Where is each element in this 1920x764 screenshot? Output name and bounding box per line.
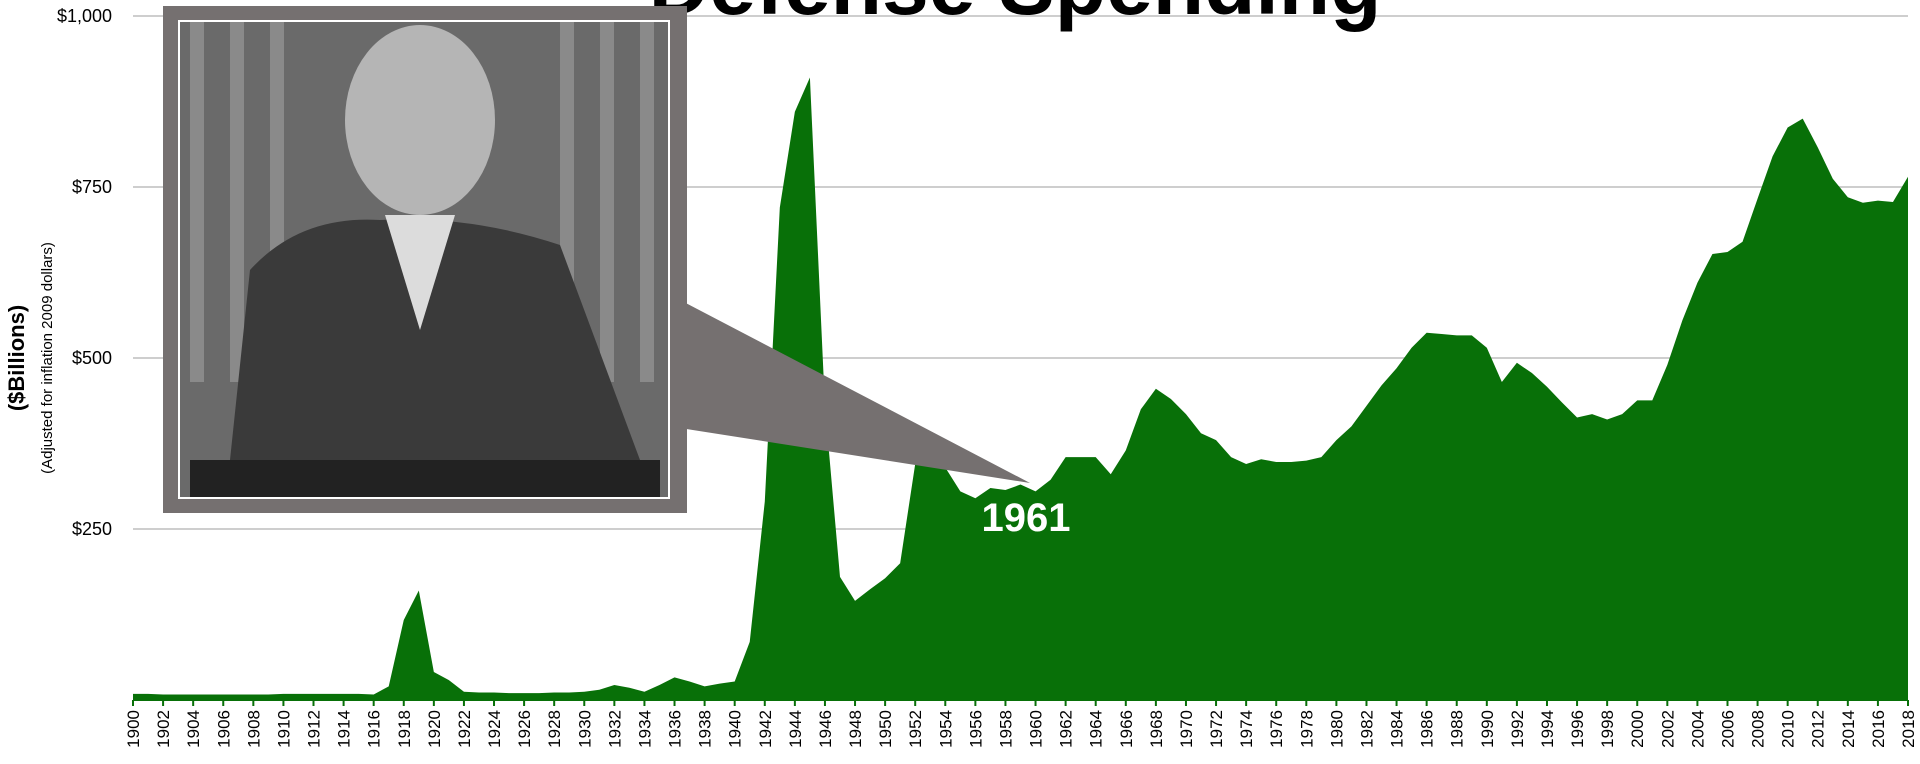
x-tick-label: 2014 [1839, 710, 1858, 748]
x-tick-label: 1920 [425, 710, 444, 748]
x-tick-label: 2002 [1658, 710, 1677, 748]
x-tick-label: 1922 [455, 710, 474, 748]
x-tick-label: 1956 [966, 710, 985, 748]
x-tick-label: 1998 [1598, 710, 1617, 748]
x-tick-label: 1954 [936, 710, 955, 748]
x-tick-label: 1990 [1478, 710, 1497, 748]
x-tick-label: 1938 [696, 710, 715, 748]
x-tick-label: 1986 [1418, 710, 1437, 748]
y-axis-note: (Adjusted for inflation 2009 dollars) [39, 242, 56, 474]
x-tick-label: 1976 [1267, 710, 1286, 748]
x-tick-label: 1950 [876, 710, 895, 748]
chart: $250 $500 $750 $1,000 1900 1902 1904 1906 1908 19… [0, 0, 1920, 764]
chart-title: Defense Spending [649, 0, 1382, 32]
x-tick-label: 2000 [1628, 710, 1647, 748]
callout-wedge [680, 300, 1030, 483]
x-tick-label: 1902 [154, 710, 173, 748]
x-tick-label: 1934 [635, 710, 654, 748]
x-tick-label: 1912 [305, 710, 324, 748]
x-tick-label: 1936 [666, 710, 685, 748]
x-tick-label: 1910 [274, 710, 293, 748]
x-tick-label: 1906 [214, 710, 233, 748]
y-tick-label: $250 [72, 519, 112, 539]
x-tick-label: 1914 [335, 710, 354, 748]
x-tick-label: 1946 [816, 710, 835, 748]
x-tick-label: 2018 [1899, 710, 1918, 748]
x-tick-label: 2010 [1779, 710, 1798, 748]
photo-head [345, 25, 495, 215]
annotation: 1961 [982, 496, 1071, 540]
x-tick-label: 1924 [485, 710, 504, 748]
x-tick-label: 1908 [244, 710, 263, 748]
x-tick-label: 1996 [1568, 710, 1587, 748]
x-tick-label: 1944 [786, 710, 805, 748]
x-tick-label: 1964 [1087, 710, 1106, 748]
x-tick-label: 1926 [515, 710, 534, 748]
x-tick-label: 2006 [1718, 710, 1737, 748]
x-tick-label: 1900 [124, 710, 143, 748]
y-tick-label: $1,000 [57, 6, 112, 26]
x-tick-label: 1980 [1327, 710, 1346, 748]
x-tick-label: 2012 [1809, 710, 1828, 748]
x-tick-label: 1978 [1297, 710, 1316, 748]
x-tick-label: 1966 [1117, 710, 1136, 748]
x-tick-label: 1982 [1357, 710, 1376, 748]
y-tick-label: $750 [72, 177, 112, 197]
x-tick-label: 1960 [1027, 710, 1046, 748]
x-tick-label: 1918 [395, 710, 414, 748]
x-tick-label: 2016 [1869, 710, 1888, 748]
x-tick-label: 1942 [756, 710, 775, 748]
x-tick-label: 1958 [996, 710, 1015, 748]
photo-desk [190, 460, 660, 497]
x-tick-label: 1940 [726, 710, 745, 748]
x-tick-label: 1972 [1207, 710, 1226, 748]
x-tick-label: 1928 [545, 710, 564, 748]
x-tick-label: 1988 [1448, 710, 1467, 748]
x-tick-label: 1994 [1538, 710, 1557, 748]
x-tick-label: 1930 [575, 710, 594, 748]
y-tick-label: $500 [72, 348, 112, 368]
x-tick-label: 1916 [365, 710, 384, 748]
x-tick-label: 1974 [1237, 710, 1256, 748]
x-tick-label: 1932 [605, 710, 624, 748]
x-tick-label: 1904 [184, 710, 203, 748]
photo-callout [163, 6, 1030, 513]
x-tick-label: 1962 [1057, 710, 1076, 748]
x-tick-label: 1968 [1147, 710, 1166, 748]
y-axis-title: ($Billions) [4, 305, 29, 411]
x-tick-label: 2008 [1749, 710, 1768, 748]
x-tick-label: 1970 [1177, 710, 1196, 748]
x-tick-label: 1948 [846, 710, 865, 748]
x-tick-label: 2004 [1688, 710, 1707, 748]
x-tick-label: 1992 [1508, 710, 1527, 748]
x-tick-label: 1952 [906, 710, 925, 748]
x-tick-label: 1984 [1388, 710, 1407, 748]
